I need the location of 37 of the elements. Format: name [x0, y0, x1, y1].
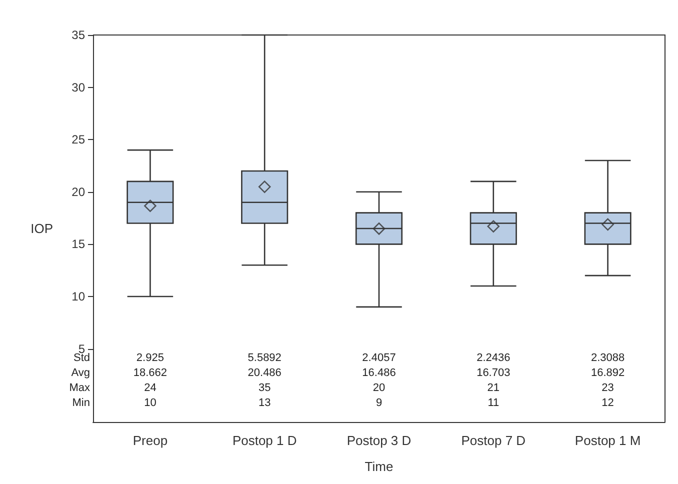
- annotation: 23: [602, 382, 614, 394]
- x-tick-label: Postop 1 M: [574, 433, 641, 448]
- y-tick-label: 15: [72, 237, 86, 252]
- annotation: 2.4057: [362, 352, 396, 364]
- annotation: 16.892: [590, 367, 625, 379]
- annotation: 5.5892: [248, 352, 282, 364]
- y-tick-label: 35: [72, 28, 86, 42]
- y-axis-title: IOP: [30, 221, 53, 236]
- text: Min: [72, 397, 90, 409]
- annotation: 12: [602, 397, 614, 409]
- y-tick-label: 30: [72, 80, 86, 94]
- annotation: 11: [488, 397, 500, 409]
- annotation: 20.486: [248, 367, 282, 379]
- annotation: 18.662: [133, 367, 168, 379]
- annotation: 2.925: [136, 352, 164, 364]
- y-tick-label: 20: [72, 184, 86, 199]
- text: Std: [73, 352, 90, 364]
- annotation: 9: [376, 397, 382, 409]
- annotation: 35: [258, 382, 271, 394]
- annotation: 10: [144, 397, 156, 409]
- annotation: 2.3088: [590, 352, 625, 364]
- annotation: 24: [144, 382, 156, 394]
- annotation: 20: [372, 382, 386, 394]
- annotation: 21: [487, 382, 500, 394]
- x-tick-label: Postop 3 D: [346, 433, 412, 448]
- annotation: 2.2436: [476, 352, 510, 364]
- x-axis-title: Time: [364, 459, 394, 474]
- text: Avg: [71, 367, 90, 379]
- y-tick-label: 25: [72, 132, 86, 147]
- x-tick-label: Preop: [132, 433, 168, 448]
- annotation: 16.486: [362, 367, 396, 379]
- annotation: 16.703: [476, 367, 510, 379]
- text: Max: [69, 382, 90, 394]
- annotation: 13: [258, 397, 271, 409]
- x-tick-label: Postop 1 D: [232, 433, 297, 448]
- y-tick-label: 10: [72, 289, 86, 304]
- x-tick-label: Postop 7 D: [461, 433, 526, 448]
